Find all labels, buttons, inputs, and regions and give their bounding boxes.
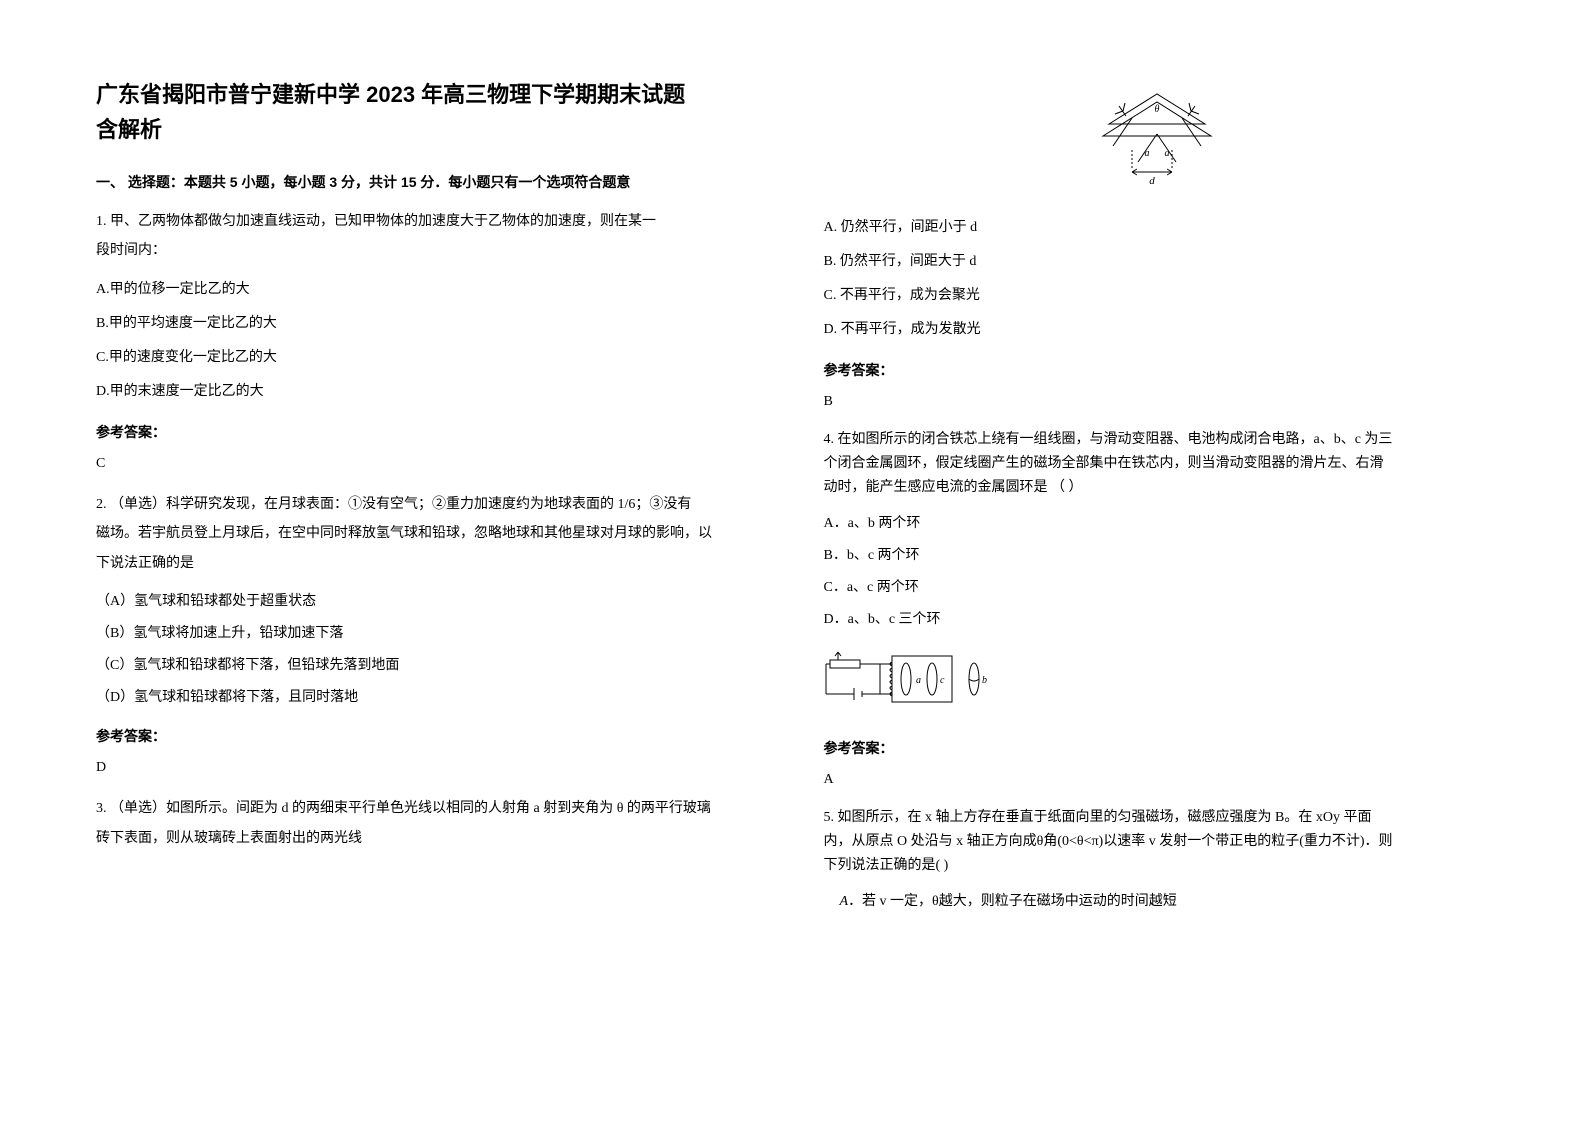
question-3-stem: 3. （单选）如图所示。间距为 d 的两细束平行单色光线以相同的人射角 a 射到… (96, 794, 764, 853)
q5-stem-line3: 下列说法正确的是( ) (824, 854, 1492, 878)
q4-option-d: D．a、b、c 三个环 (824, 606, 1492, 634)
q4-stem-line3: 动时，能产生感应电流的金属圆环是 （ ） (824, 476, 1492, 500)
circuit-diagram: a c b (824, 648, 994, 718)
q2-option-d: （D）氢气球和铅球都将下落，且同时落地 (96, 684, 764, 712)
q4-answer: A (824, 767, 1492, 792)
q1-stem-line2: 段时间内： (96, 236, 764, 265)
exam-title-line2: 含解析 (96, 115, 764, 146)
q2-stem-line3: 下说法正确的是 (96, 549, 764, 578)
q4-answer-label: 参考答案： (824, 736, 1492, 761)
question-5-stem: 5. 如图所示，在 x 轴上方存在垂直于纸面向里的匀强磁场，磁感应强度为 B。在… (824, 806, 1492, 877)
q4-stem-line2: 个闭合金属圆环，假定线圈产生的磁场全部集中在铁芯内，则当滑动变阻器的滑片左、右滑 (824, 452, 1492, 476)
right-column: θ a a d A. 仍然平行，间距小于 d B. 仍然平行，间距大于 d C.… (824, 80, 1492, 1082)
q4-option-a: A．a、b 两个环 (824, 510, 1492, 538)
q3-option-d: D. 不再平行，成为发散光 (824, 316, 1492, 344)
q2-answer: D (96, 755, 764, 780)
q1-option-b: B.甲的平均速度一定比乙的大 (96, 310, 764, 338)
q5-stem-line2: 内，从原点 O 处沿与 x 轴正方向成θ角(0<θ<π)以速率 v 发射一个带正… (824, 830, 1492, 854)
q3-option-c: C. 不再平行，成为会聚光 (824, 282, 1492, 310)
q3-answer: B (824, 389, 1492, 414)
prism-diagram: θ a a d (1077, 86, 1237, 196)
circuit-c-label: c (940, 675, 945, 686)
theta-label: θ (1155, 104, 1160, 115)
q2-stem-line1: 2. （单选）科学研究发现，在月球表面：①没有空气；②重力加速度约为地球表面的 … (96, 490, 764, 519)
section-1-heading: 一、 选择题：本题共 5 小题，每小题 3 分，共计 15 分．每小题只有一个选… (96, 170, 764, 195)
q2-answer-label: 参考答案： (96, 724, 764, 749)
q1-option-c: C.甲的速度变化一定比乙的大 (96, 344, 764, 372)
q4-option-b: B．b、c 两个环 (824, 542, 1492, 570)
d-label: d (1150, 175, 1156, 187)
a-label-left: a (1145, 148, 1150, 159)
question-2-stem: 2. （单选）科学研究发现，在月球表面：①没有空气；②重力加速度约为地球表面的 … (96, 490, 764, 578)
q1-answer: C (96, 451, 764, 476)
q1-option-d: D.甲的末速度一定比乙的大 (96, 378, 764, 406)
circuit-a-label: a (916, 675, 921, 686)
q2-option-c: （C）氢气球和铅球都将下落，但铅球先落到地面 (96, 652, 764, 680)
question-1-stem: 1. 甲、乙两物体都做匀加速直线运动，已知甲物体的加速度大于乙物体的加速度，则在… (96, 207, 764, 266)
q5-opta-prefix: A (840, 894, 849, 909)
question-4-stem: 4. 在如图所示的闭合铁芯上绕有一组线圈，与滑动变阻器、电池构成闭合电路，a、b… (824, 428, 1492, 499)
q2-option-b: （B）氢气球将加速上升，铅球加速下落 (96, 620, 764, 648)
q3-stem-line2: 砖下表面，则从玻璃砖上表面射出的两光线 (96, 824, 764, 853)
q1-stem-line1: 1. 甲、乙两物体都做匀加速直线运动，已知甲物体的加速度大于乙物体的加速度，则在… (96, 207, 764, 236)
left-column: 广东省揭阳市普宁建新中学 2023 年高三物理下学期期末试题 含解析 一、 选择… (96, 80, 764, 1082)
q5-opta-text: ．若 v 一定，θ越大，则粒子在磁场中运动的时间越短 (848, 894, 1177, 909)
q3-answer-label: 参考答案： (824, 358, 1492, 383)
q5-stem-line1: 5. 如图所示，在 x 轴上方存在垂直于纸面向里的匀强磁场，磁感应强度为 B。在… (824, 806, 1492, 830)
q1-option-a: A.甲的位移一定比乙的大 (96, 276, 764, 304)
q3-option-a: A. 仍然平行，间距小于 d (824, 214, 1492, 242)
q2-stem-line2: 磁场。若宇航员登上月球后，在空中同时释放氢气球和铅球，忽略地球和其他星球对月球的… (96, 519, 764, 548)
q4-option-c: C．a、c 两个环 (824, 574, 1492, 602)
exam-title-line1: 广东省揭阳市普宁建新中学 2023 年高三物理下学期期末试题 (96, 80, 764, 111)
q1-answer-label: 参考答案： (96, 420, 764, 445)
q4-stem-line1: 4. 在如图所示的闭合铁芯上绕有一组线圈，与滑动变阻器、电池构成闭合电路，a、b… (824, 428, 1492, 452)
a-label-right: a (1165, 148, 1170, 159)
q2-option-a: （A）氢气球和铅球都处于超重状态 (96, 588, 764, 616)
circuit-b-label: b (982, 675, 987, 686)
q5-option-a: A．若 v 一定，θ越大，则粒子在磁场中运动的时间越短 (824, 888, 1492, 916)
q3-stem-line1: 3. （单选）如图所示。间距为 d 的两细束平行单色光线以相同的人射角 a 射到… (96, 794, 764, 823)
q3-option-b: B. 仍然平行，间距大于 d (824, 248, 1492, 276)
